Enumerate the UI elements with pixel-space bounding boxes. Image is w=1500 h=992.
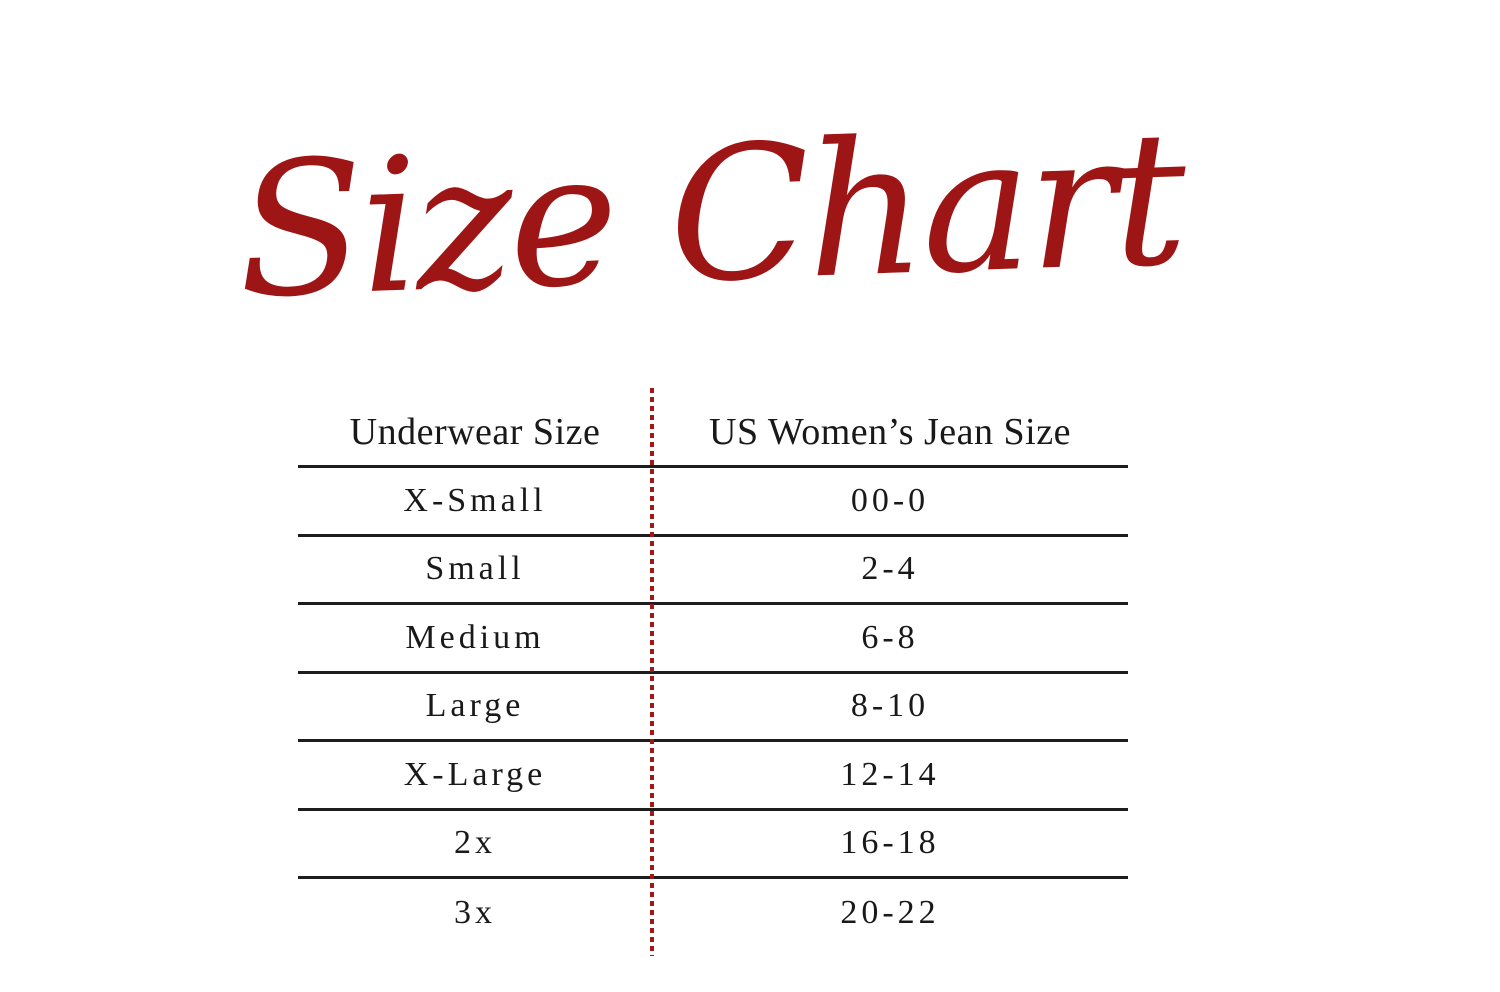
table-row: 2x 16-18 (298, 811, 1128, 879)
cell-jean-size: 12-14 (840, 755, 940, 793)
table-row: X-Small 00-0 (298, 468, 1128, 537)
size-table: Underwear Size US Women’s Jean Size X-Sm… (298, 398, 1128, 947)
header-underwear-size: Underwear Size (349, 410, 601, 453)
cell-jean-size: 16-18 (840, 824, 940, 862)
header-jean-size: US Women’s Jean Size (709, 410, 1071, 453)
cell-underwear-size: Large (425, 687, 525, 725)
cell-jean-size: 2-4 (861, 550, 919, 588)
cell-underwear-size: Medium (405, 618, 545, 656)
page-title: Size Chart (233, 90, 1187, 340)
cell-jean-size: 6-8 (861, 618, 919, 656)
column-divider-dotted-line (650, 388, 654, 956)
table-row: 3x 20-22 (298, 879, 1128, 947)
cell-underwear-size: 3x (454, 894, 496, 931)
table-row: Medium 6-8 (298, 605, 1128, 674)
cell-underwear-size: Small (425, 550, 525, 588)
table-row: Small 2-4 (298, 537, 1128, 605)
cell-underwear-size: X-Small (403, 481, 547, 519)
cell-jean-size: 00-0 (850, 481, 930, 519)
cell-jean-size: 20-22 (840, 894, 940, 931)
cell-underwear-size: X-Large (403, 755, 547, 793)
cell-jean-size: 8-10 (850, 687, 930, 725)
cell-underwear-size: 2x (454, 824, 496, 862)
table-row: Large 8-10 (298, 674, 1128, 742)
table-row: X-Large 12-14 (298, 742, 1128, 811)
table-header-row: Underwear Size US Women’s Jean Size (298, 398, 1128, 468)
